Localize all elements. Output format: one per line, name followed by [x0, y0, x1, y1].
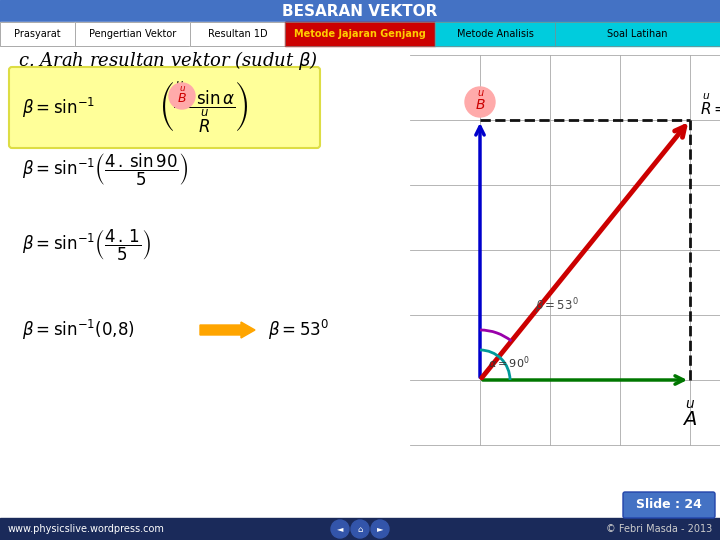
Text: $\beta = 53^0$: $\beta = 53^0$ — [268, 318, 329, 342]
Text: $\overset{u}{R} = \overset{u}{A} + \overset{u}{B}$: $\overset{u}{R} = \overset{u}{A} + \over… — [700, 92, 720, 118]
Text: ►: ► — [377, 524, 383, 534]
Text: ⌂: ⌂ — [357, 524, 363, 534]
Text: Slide : 24: Slide : 24 — [636, 498, 702, 511]
Text: $\left(\dfrac{\overset{u}{B} \cdot \sin\alpha}{\overset{u}{R}}\right)$: $\left(\dfrac{\overset{u}{B} \cdot \sin\… — [160, 80, 248, 135]
Circle shape — [169, 83, 195, 109]
Bar — [75, 22, 190, 46]
Bar — [435, 22, 555, 46]
Text: ◄: ◄ — [337, 524, 343, 534]
Text: Prasyarat: Prasyarat — [14, 29, 60, 39]
Text: Resultan 1D: Resultan 1D — [207, 29, 267, 39]
Text: www.physicslive.wordpress.com: www.physicslive.wordpress.com — [8, 524, 165, 534]
Text: $\beta = \sin^{-1}\!\left(\dfrac{4\,.\,\sin 90}{5}\right)$: $\beta = \sin^{-1}\!\left(\dfrac{4\,.\,\… — [22, 152, 189, 188]
Text: BESARAN VEKTOR: BESARAN VEKTOR — [282, 3, 438, 18]
Circle shape — [351, 520, 369, 538]
Text: $\alpha{=}90^0$: $\alpha{=}90^0$ — [488, 355, 530, 372]
Text: Pengertian Vektor: Pengertian Vektor — [89, 29, 176, 39]
Text: Metode Jajaran Genjang: Metode Jajaran Genjang — [294, 29, 426, 39]
Text: $\overset{u}{A}$: $\overset{u}{A}$ — [683, 400, 698, 430]
Circle shape — [331, 520, 349, 538]
Text: Metode Analisis: Metode Analisis — [456, 29, 534, 39]
Bar — [285, 22, 435, 46]
Circle shape — [465, 87, 495, 117]
Text: $\beta = \sin^{-1}\!\left(\dfrac{4\,.\,1}{5}\right)$: $\beta = \sin^{-1}\!\left(\dfrac{4\,.\,1… — [22, 227, 151, 262]
Bar — [190, 22, 285, 46]
FancyBboxPatch shape — [9, 67, 320, 148]
Text: $\overset{u}{B}$: $\overset{u}{B}$ — [177, 86, 187, 106]
Text: $\beta = \sin^{-1}\!\left(0{,}8\right)$: $\beta = \sin^{-1}\!\left(0{,}8\right)$ — [22, 318, 135, 342]
Text: © Febri Masda - 2013: © Febri Masda - 2013 — [606, 524, 712, 534]
Bar — [555, 22, 720, 46]
Bar — [0, 518, 720, 540]
Bar — [75, 22, 190, 46]
Text: $\overset{u}{B}$: $\overset{u}{B}$ — [474, 91, 485, 113]
Bar — [285, 22, 435, 46]
Text: $\beta = 53^0$: $\beta = 53^0$ — [535, 296, 579, 316]
Text: $\beta = \sin^{-1}$: $\beta = \sin^{-1}$ — [22, 96, 95, 119]
Text: Soal Latihan: Soal Latihan — [607, 29, 667, 39]
FancyBboxPatch shape — [623, 492, 715, 518]
Bar — [190, 22, 285, 46]
Bar — [0, 22, 75, 46]
Circle shape — [371, 520, 389, 538]
Bar — [555, 22, 720, 46]
FancyArrow shape — [200, 322, 255, 338]
Text: c. Arah resultan vektor (sudut $\beta$): c. Arah resultan vektor (sudut $\beta$) — [18, 49, 318, 71]
Bar — [435, 22, 555, 46]
Bar — [0, 22, 75, 46]
Bar — [0, 0, 720, 22]
